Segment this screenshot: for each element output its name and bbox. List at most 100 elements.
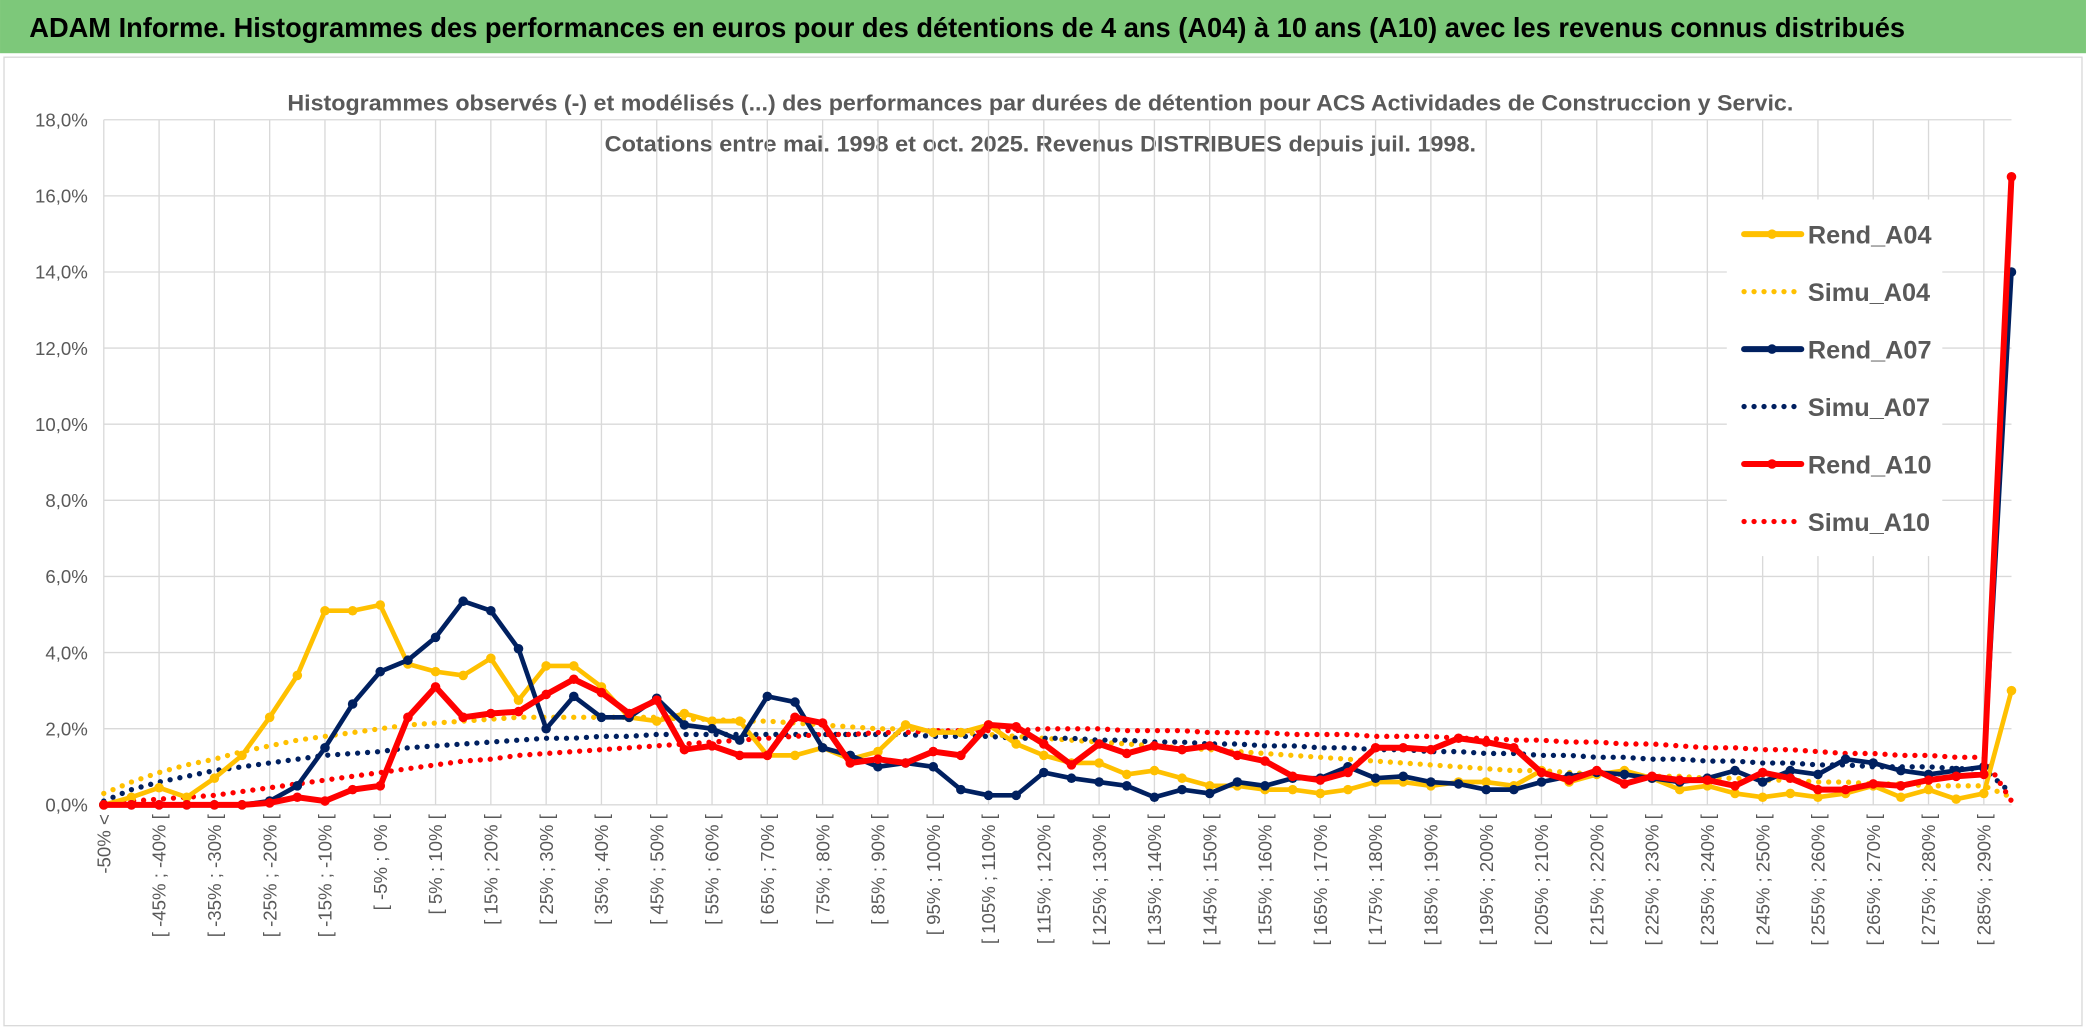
point <box>873 754 883 764</box>
observed-line <box>100 173 2015 808</box>
point <box>126 792 137 803</box>
x-tick-label: [ 195% ; 200% [ <box>1476 813 1497 945</box>
point <box>707 741 717 751</box>
point <box>1011 790 1021 801</box>
x-tick-label: [ 255% ; 260% [ <box>1808 813 1829 945</box>
point <box>375 666 386 677</box>
point <box>1896 792 1906 803</box>
point <box>928 761 939 772</box>
point <box>983 790 994 801</box>
point <box>154 782 164 793</box>
point <box>873 761 883 772</box>
x-tick-label: [ -35% ; -30% [ <box>204 813 225 937</box>
point <box>1647 771 1657 782</box>
point <box>1453 779 1464 789</box>
point <box>1287 771 1298 782</box>
point <box>458 712 468 723</box>
point <box>1509 784 1519 795</box>
point <box>1398 771 1409 782</box>
point <box>1011 722 1021 732</box>
point <box>956 784 966 795</box>
point <box>1481 784 1491 795</box>
point <box>1343 784 1353 795</box>
point <box>513 706 524 717</box>
point <box>569 674 579 685</box>
point <box>1315 788 1326 799</box>
x-tick-label: [ 35% ; 40% [ <box>591 813 612 925</box>
point <box>237 800 247 810</box>
point <box>1896 765 1906 776</box>
point <box>707 723 717 734</box>
x-tick-label: [ 75% ; 80% [ <box>812 813 833 925</box>
x-tick-label: [ 45% ; 50% [ <box>646 813 667 925</box>
y-tick-label: 4,0% <box>45 642 87 663</box>
point <box>430 632 441 643</box>
x-tick-label: [ 265% ; 270% [ <box>1863 813 1884 945</box>
point <box>1149 741 1160 751</box>
point <box>1204 788 1215 799</box>
x-tick-label: -50% < <box>93 814 114 873</box>
x-tick-label: [ 165% ; 170% [ <box>1310 813 1331 945</box>
point <box>1757 777 1768 787</box>
x-tick-label: [ 245% ; 250% [ <box>1752 813 1773 945</box>
banner-title: ADAM Informe. Histogrammes des performan… <box>29 12 1905 43</box>
point <box>1232 750 1243 761</box>
point <box>928 727 939 738</box>
x-tick-label: [ 175% ; 180% [ <box>1365 813 1386 945</box>
point <box>1813 769 1823 780</box>
legend-marker <box>1767 229 1777 239</box>
point <box>1177 784 1187 795</box>
point <box>292 781 303 791</box>
x-tick-label: [ 135% ; 140% [ <box>1144 813 1165 945</box>
point <box>430 666 441 677</box>
point <box>126 800 137 810</box>
point <box>1619 769 1630 780</box>
point <box>1121 781 1132 791</box>
y-tick-label: 18,0% <box>35 109 88 130</box>
point <box>1287 784 1298 795</box>
legend-label: Rend_A07 <box>1808 336 1932 364</box>
point <box>1453 733 1464 744</box>
point <box>1757 792 1768 803</box>
point <box>817 718 828 728</box>
banner <box>0 0 2086 54</box>
point <box>1370 742 1381 753</box>
point <box>541 661 551 671</box>
point <box>2006 685 2017 696</box>
point <box>1730 765 1740 776</box>
x-tick-label: [ -15% ; -10% [ <box>315 813 336 937</box>
x-tick-label: [ 275% ; 280% [ <box>1918 813 1939 945</box>
point <box>790 712 800 723</box>
y-tick-label: 2,0% <box>45 718 87 739</box>
point <box>1121 748 1132 759</box>
x-tick-label: [ 215% ; 220% [ <box>1586 813 1607 945</box>
x-tick-label: [ 205% ; 210% [ <box>1531 813 1552 945</box>
point <box>181 800 192 810</box>
legend-label: Simu_A04 <box>1808 279 1930 307</box>
point <box>154 800 164 810</box>
legend-label: Rend_A10 <box>1808 451 1932 479</box>
x-tick-label: [ 285% ; 290% [ <box>1973 813 1994 945</box>
point <box>569 661 579 671</box>
x-tick-label: [ 55% ; 60% [ <box>702 813 723 925</box>
observed-line <box>101 602 2014 808</box>
point <box>651 716 662 726</box>
point <box>209 773 220 783</box>
point <box>1730 781 1740 791</box>
point <box>596 687 607 698</box>
point <box>1923 784 1934 795</box>
legend-label: Simu_A07 <box>1808 394 1930 422</box>
legend: Rend_A04 Simu_A04 Rend_A07 Simu_A07 Rend_A10… <box>1726 199 1943 557</box>
y-tick-label: 10,0% <box>35 414 88 435</box>
point <box>486 708 496 719</box>
point <box>541 689 551 700</box>
x-tick-label: [ 115% ; 120% [ <box>1033 813 1054 944</box>
grid: -50% < [ -45% ; -40% [[ -35% ; -30% [[ -2… <box>35 109 2012 946</box>
point <box>1066 773 1077 783</box>
point <box>956 727 966 738</box>
point <box>1039 739 1049 749</box>
point <box>1674 775 1685 785</box>
point <box>762 691 773 702</box>
point <box>1674 784 1685 795</box>
